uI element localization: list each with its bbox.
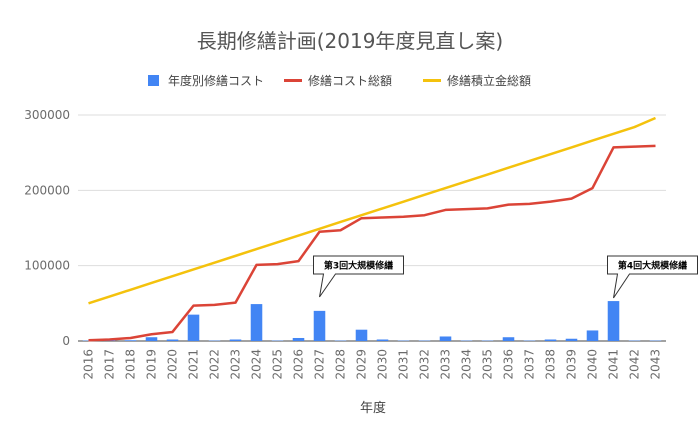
x-tick-label: 2041	[607, 349, 621, 380]
line-repair-cost-total	[88, 144, 656, 342]
x-tick-label: 2024	[250, 349, 264, 380]
x-tick-label: 2027	[313, 349, 327, 380]
line-reserve-fund-total	[88, 116, 656, 305]
x-tick-label: 2038	[544, 349, 558, 380]
callout-box	[313, 255, 404, 298]
callout: 第3回大規模修繕	[313, 255, 404, 298]
x-tick-label: 2034	[460, 349, 474, 380]
callout: 第4回大規模修繕	[607, 255, 698, 299]
x-tick-label: 2020	[166, 349, 180, 380]
bar	[439, 336, 452, 341]
bar	[187, 314, 200, 341]
legend-swatch	[148, 75, 159, 86]
bar	[229, 339, 242, 341]
chart-title: 長期修繕計画(2019年度見直し案)	[197, 29, 504, 53]
y-tick-label: 300000	[24, 108, 70, 122]
bar-series	[82, 301, 662, 341]
x-tick-label: 2033	[439, 349, 453, 380]
x-tick-label: 2029	[355, 349, 369, 380]
gridlines	[78, 114, 666, 342]
bar	[544, 339, 557, 341]
bar	[355, 329, 368, 341]
x-tick-label: 2031	[397, 349, 411, 380]
x-tick-label: 2030	[376, 349, 390, 380]
x-tick-label: 2016	[82, 349, 96, 380]
x-tick-label: 2017	[103, 349, 117, 380]
y-tick-label: 0	[62, 334, 70, 348]
x-tick-label: 2018	[124, 349, 138, 380]
bar	[145, 337, 158, 341]
legend-label: 修繕コスト総額	[308, 73, 392, 88]
x-tick-label: 2019	[145, 349, 159, 380]
x-tick-label: 2042	[628, 349, 642, 380]
callout-label: 第3回大規模修繕	[324, 260, 393, 272]
x-tick-label: 2023	[229, 349, 243, 380]
y-tick-label: 100000	[24, 259, 70, 273]
bar	[502, 337, 515, 341]
bar	[250, 304, 263, 341]
x-axis-label: 年度	[360, 400, 386, 416]
x-tick-label: 2022	[208, 349, 222, 380]
x-tick-label: 2035	[481, 349, 495, 380]
x-tick-label: 2025	[271, 349, 285, 380]
x-tick-label: 2032	[418, 349, 432, 380]
legend-label: 修繕積立金総額	[447, 73, 531, 88]
callout-box	[607, 255, 698, 299]
x-tick-label: 2039	[565, 349, 579, 380]
x-tick-label: 2026	[292, 349, 306, 380]
callout-label: 第4回大規模修繕	[618, 260, 687, 272]
x-tick-label: 2040	[586, 349, 600, 380]
bar	[376, 339, 389, 341]
x-tick-label: 2036	[502, 349, 516, 380]
legend: 年度別修繕コスト 修繕コスト総額 修繕積立金総額	[148, 73, 531, 88]
x-tick-label: 2021	[187, 349, 201, 380]
y-tick-label: 200000	[24, 183, 70, 197]
bar	[586, 330, 599, 341]
bar	[124, 340, 137, 341]
annotations: 第3回大規模修繕 第4回大規模修繕	[313, 255, 698, 299]
bar	[607, 301, 620, 341]
y-axis-ticks: 0 100000 200000 300000	[24, 108, 70, 348]
bar	[565, 338, 578, 341]
bar	[292, 337, 305, 341]
x-tick-label: 2043	[649, 349, 663, 380]
legend-label: 年度別修繕コスト	[168, 73, 264, 88]
bar	[166, 339, 179, 341]
x-tick-label: 2028	[334, 349, 348, 380]
x-tick-label: 2037	[523, 349, 537, 380]
line-series	[88, 116, 656, 342]
bar	[313, 310, 326, 341]
x-axis-ticks: 2016 2017 2018 2019 2020 2021 2022 2023 2024 2025…	[82, 349, 663, 380]
